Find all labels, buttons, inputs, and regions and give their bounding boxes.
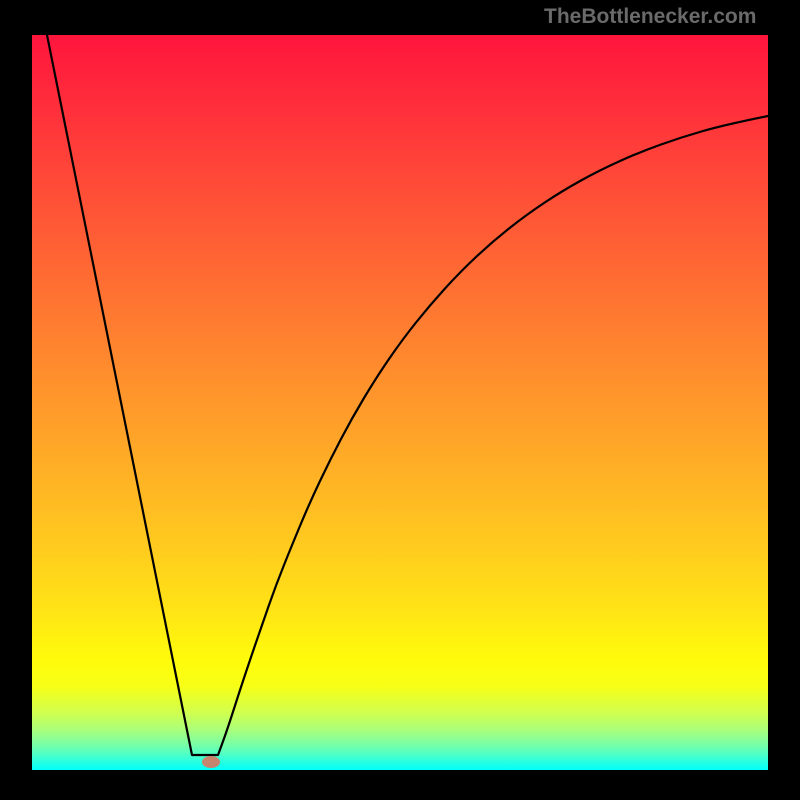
border-right [768,0,800,800]
attribution-text: TheBottlenecker.com [544,5,756,29]
border-left [0,0,32,800]
border-bottom [0,770,800,800]
bottleneck-curve [47,35,768,755]
curve-layer [0,0,800,800]
chart-container: TheBottlenecker.com [0,0,800,800]
optimum-marker [202,756,220,768]
